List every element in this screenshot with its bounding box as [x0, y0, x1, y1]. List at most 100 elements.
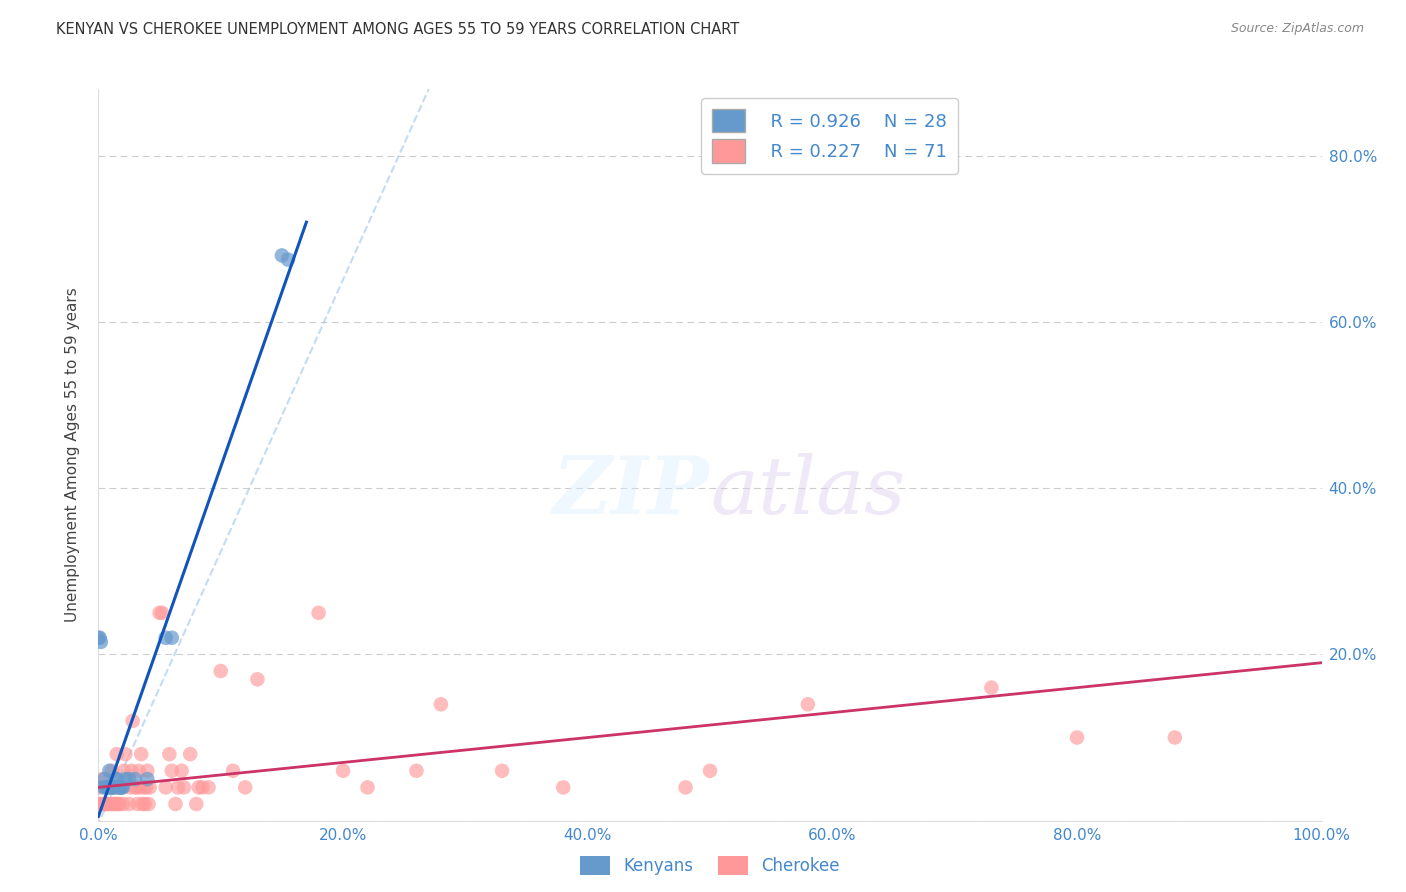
Point — [101, 797, 124, 811]
Point — [108, 780, 131, 795]
Point — [233, 780, 256, 795]
Point — [134, 797, 156, 811]
Point — [155, 780, 177, 795]
Point — [179, 747, 201, 761]
Point — [430, 698, 453, 712]
Legend: Kenyans, Cherokee: Kenyans, Cherokee — [574, 849, 846, 882]
Point — [170, 764, 193, 778]
Point — [107, 780, 129, 795]
Point — [91, 772, 114, 786]
Point — [138, 797, 160, 811]
Point — [246, 673, 269, 687]
Point — [308, 606, 330, 620]
Point — [197, 780, 219, 795]
Point — [93, 772, 115, 786]
Point — [1066, 731, 1088, 745]
Y-axis label: Unemployment Among Ages 55 to 59 years: Unemployment Among Ages 55 to 59 years — [65, 287, 80, 623]
Point — [108, 797, 131, 811]
Point — [89, 631, 111, 645]
Point — [136, 772, 159, 786]
Point — [96, 780, 118, 795]
Point — [405, 764, 427, 778]
Text: KENYAN VS CHEROKEE UNEMPLOYMENT AMONG AGES 55 TO 59 YEARS CORRELATION CHART: KENYAN VS CHEROKEE UNEMPLOYMENT AMONG AG… — [56, 22, 740, 37]
Point — [121, 714, 143, 728]
Point — [107, 797, 129, 811]
Text: Source: ZipAtlas.com: Source: ZipAtlas.com — [1230, 22, 1364, 36]
Text: ZIP: ZIP — [553, 453, 710, 530]
Point — [187, 780, 209, 795]
Point — [111, 780, 134, 795]
Point — [94, 780, 117, 795]
Point — [120, 764, 142, 778]
Point — [173, 780, 195, 795]
Point — [97, 797, 120, 811]
Point — [165, 797, 187, 811]
Point — [160, 764, 183, 778]
Point — [124, 772, 146, 786]
Point — [186, 797, 208, 811]
Point — [114, 747, 136, 761]
Point — [101, 780, 124, 795]
Point — [491, 764, 513, 778]
Point — [129, 747, 152, 761]
Point — [118, 797, 141, 811]
Point — [100, 780, 122, 795]
Point — [136, 764, 159, 778]
Point — [91, 797, 114, 811]
Text: atlas: atlas — [710, 453, 905, 530]
Point — [131, 797, 153, 811]
Point — [222, 764, 245, 778]
Point — [277, 252, 299, 267]
Point — [118, 772, 141, 786]
Point — [100, 797, 122, 811]
Point — [127, 797, 149, 811]
Point — [120, 780, 142, 795]
Point — [553, 780, 575, 795]
Point — [103, 780, 125, 795]
Point — [101, 764, 124, 778]
Point — [98, 780, 121, 795]
Point — [91, 780, 114, 795]
Point — [103, 780, 125, 795]
Point — [160, 631, 183, 645]
Point — [209, 664, 232, 678]
Point — [89, 797, 111, 811]
Point — [332, 764, 354, 778]
Point — [167, 780, 190, 795]
Point — [111, 780, 134, 795]
Point — [270, 248, 294, 262]
Point — [93, 797, 115, 811]
Point — [110, 780, 132, 795]
Point — [94, 797, 117, 811]
Point — [87, 780, 110, 795]
Point — [129, 780, 152, 795]
Point — [98, 764, 121, 778]
Point — [97, 780, 120, 795]
Point — [87, 631, 110, 645]
Point — [124, 780, 146, 795]
Point — [125, 780, 148, 795]
Point — [135, 780, 157, 795]
Point — [104, 772, 127, 786]
Point — [980, 681, 1002, 695]
Point — [128, 764, 150, 778]
Point — [356, 780, 378, 795]
Point — [114, 772, 136, 786]
Point — [111, 797, 134, 811]
Point — [112, 764, 135, 778]
Point — [797, 698, 820, 712]
Point — [87, 797, 110, 811]
Point — [111, 780, 134, 795]
Point — [105, 747, 128, 761]
Point — [157, 747, 180, 761]
Point — [675, 780, 697, 795]
Point — [101, 780, 124, 795]
Point — [139, 780, 162, 795]
Point — [90, 635, 112, 649]
Point — [96, 797, 118, 811]
Point — [110, 780, 132, 795]
Point — [699, 764, 721, 778]
Point — [155, 631, 177, 645]
Point — [1164, 731, 1187, 745]
Point — [150, 606, 173, 620]
